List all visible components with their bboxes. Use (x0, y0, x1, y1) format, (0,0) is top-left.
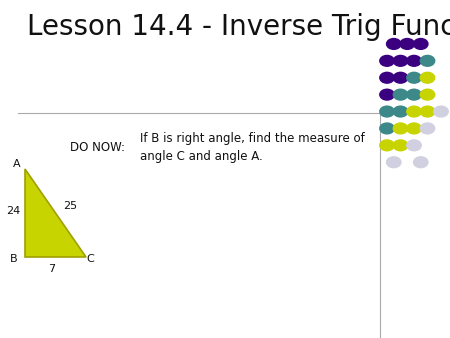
Circle shape (400, 39, 414, 49)
Circle shape (387, 39, 401, 49)
Circle shape (393, 123, 408, 134)
Circle shape (380, 106, 394, 117)
Circle shape (380, 89, 394, 100)
Text: Lesson 14.4 - Inverse Trig Functions: Lesson 14.4 - Inverse Trig Functions (27, 13, 450, 41)
Circle shape (420, 106, 435, 117)
Circle shape (393, 72, 408, 83)
Circle shape (380, 123, 394, 134)
Circle shape (393, 140, 408, 151)
Circle shape (380, 140, 394, 151)
Circle shape (407, 89, 421, 100)
Circle shape (420, 123, 435, 134)
Circle shape (387, 157, 401, 168)
Polygon shape (25, 169, 86, 257)
Circle shape (414, 39, 428, 49)
Text: B: B (10, 254, 17, 264)
Text: C: C (86, 254, 94, 264)
Circle shape (380, 72, 394, 83)
Circle shape (420, 55, 435, 66)
Circle shape (407, 72, 421, 83)
Circle shape (407, 123, 421, 134)
Text: A: A (14, 159, 21, 169)
Text: 25: 25 (63, 201, 77, 211)
Circle shape (407, 106, 421, 117)
Text: 7: 7 (48, 264, 55, 274)
Circle shape (393, 55, 408, 66)
Text: DO NOW:: DO NOW: (70, 141, 125, 153)
Circle shape (420, 72, 435, 83)
Circle shape (393, 89, 408, 100)
Circle shape (420, 89, 435, 100)
Circle shape (407, 55, 421, 66)
Circle shape (407, 140, 421, 151)
Text: 24: 24 (6, 206, 21, 216)
Circle shape (434, 106, 448, 117)
Circle shape (393, 106, 408, 117)
Circle shape (380, 55, 394, 66)
Circle shape (414, 157, 428, 168)
Text: If B is right angle, find the measure of
angle C and angle A.: If B is right angle, find the measure of… (140, 131, 364, 163)
